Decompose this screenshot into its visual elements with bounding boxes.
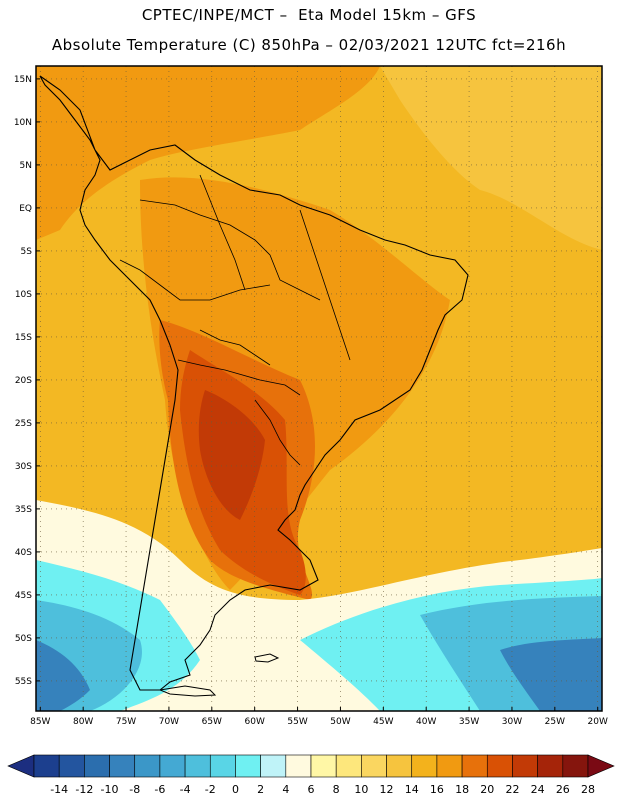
lat-tick-label: 10N bbox=[14, 118, 32, 128]
lon-tick-label: 35W bbox=[459, 717, 479, 727]
falkland-islands bbox=[254, 653, 280, 663]
colorbar-swatch bbox=[109, 754, 136, 778]
region-southern-ocean-deep bbox=[36, 638, 602, 711]
colorbar-under-arrow bbox=[7, 754, 35, 778]
region-atlantic-north bbox=[380, 66, 602, 250]
colorbar-label: -14 bbox=[50, 783, 68, 796]
colorbar-swatch bbox=[84, 754, 110, 778]
lat-tick-label: 20S bbox=[15, 376, 32, 386]
lat-tick-label: 15S bbox=[15, 333, 32, 343]
lon-tick-label: 75W bbox=[116, 717, 136, 727]
colorbar-label: 20 bbox=[480, 783, 494, 796]
region-southern-ocean bbox=[36, 596, 602, 711]
colorbar-swatch bbox=[260, 754, 287, 778]
colorbar-swatch bbox=[58, 754, 85, 778]
lon-tick-label: 55W bbox=[287, 717, 307, 727]
map-title-line1: CPTEC/INPE/MCT – Eta Model 15km – GFS bbox=[141, 6, 477, 24]
colorbar-swatch bbox=[486, 754, 513, 778]
colorbar-label: -10 bbox=[101, 783, 119, 796]
colorbar-label: 28 bbox=[581, 783, 595, 796]
lat-tick-label: 45S bbox=[15, 591, 32, 601]
colorbar-swatch bbox=[335, 754, 362, 778]
colorbar-swatch bbox=[285, 754, 312, 778]
latitude-axis: 15N 10N 5N EQ 5S 10S 15S 20S 25S 30S 35S 40S 45S 50S 5… bbox=[14, 75, 40, 687]
colorbar-label: 16 bbox=[430, 783, 444, 796]
temperature-field bbox=[36, 66, 602, 711]
colorbar-swatch bbox=[235, 754, 261, 778]
lat-tick-label: 30S bbox=[15, 462, 32, 472]
colorbar-swatch bbox=[537, 754, 564, 778]
lon-tick-label: 65W bbox=[202, 717, 222, 727]
lat-tick-label: 5S bbox=[21, 247, 33, 257]
colorbar-swatch bbox=[209, 754, 236, 778]
map-title-line2: Absolute Temperature (C) 850hPa – 02/03/… bbox=[51, 36, 567, 54]
colorbar-swatch bbox=[361, 754, 387, 778]
colorbar-swatch bbox=[33, 754, 60, 778]
colorbar-swatch bbox=[461, 754, 488, 778]
tierra-del-fuego bbox=[158, 685, 217, 697]
lat-tick-label: 40S bbox=[15, 548, 32, 558]
lat-tick-label: 10S bbox=[15, 290, 32, 300]
plot-frame bbox=[35, 65, 603, 712]
lat-tick-label: 55S bbox=[15, 677, 32, 687]
colorbar-label: 10 bbox=[354, 783, 368, 796]
lat-tick-label: 15N bbox=[14, 75, 32, 85]
colorbar-label: 26 bbox=[556, 783, 570, 796]
colorbar-swatch bbox=[184, 754, 211, 778]
colorbar-label: -6 bbox=[154, 783, 165, 796]
colorbar-label: 22 bbox=[505, 783, 519, 796]
lon-tick-label: 45W bbox=[373, 717, 393, 727]
lat-tick-label: 25S bbox=[15, 419, 32, 429]
colorbar-label: 14 bbox=[405, 783, 419, 796]
region-argentina-core bbox=[198, 390, 265, 520]
lat-tick-label: 35S bbox=[15, 505, 32, 515]
colorbar-swatch bbox=[562, 754, 589, 778]
lat-tick-label: 50S bbox=[15, 634, 32, 644]
colorbar-label: 4 bbox=[282, 783, 289, 796]
lon-tick-label: 60W bbox=[245, 717, 265, 727]
colorbar-label: -4 bbox=[180, 783, 191, 796]
lat-tick-label: EQ bbox=[19, 204, 32, 214]
colorbar-swatch bbox=[436, 754, 463, 778]
lon-tick-label: 25W bbox=[545, 717, 565, 727]
colorbar-swatch bbox=[134, 754, 161, 778]
lon-tick-label: 70W bbox=[159, 717, 179, 727]
colorbar-label: -12 bbox=[75, 783, 93, 796]
colorbar-label: 0 bbox=[232, 783, 239, 796]
lon-tick-label: 85W bbox=[30, 717, 50, 727]
colorbar-label: 8 bbox=[333, 783, 340, 796]
colorbar-swatch bbox=[411, 754, 438, 778]
colorbar: -14 -12 -10 -8 -6 -4 -2 0 2 4 6 8 10 12 14 16 18 20 22 24 26… bbox=[7, 754, 615, 796]
colorbar-label: -2 bbox=[205, 783, 216, 796]
region-caribbean-warm bbox=[36, 66, 380, 240]
lon-tick-label: 50W bbox=[330, 717, 350, 727]
colorbar-label: 6 bbox=[308, 783, 315, 796]
lon-tick-label: 30W bbox=[502, 717, 522, 727]
colorbar-label: 24 bbox=[531, 783, 545, 796]
colorbar-label: 12 bbox=[380, 783, 394, 796]
south-america-coastline bbox=[39, 75, 469, 691]
colorbar-over-arrow bbox=[587, 754, 615, 778]
lon-tick-label: 80W bbox=[73, 717, 93, 727]
colorbar-swatch bbox=[512, 754, 538, 778]
colorbar-label: 18 bbox=[455, 783, 469, 796]
lat-tick-label: 5N bbox=[20, 161, 32, 171]
colorbar-swatch bbox=[159, 754, 186, 778]
longitude-axis: 85W 80W 75W 70W 65W 60W 55W 50W 45W 40W 35W 30W 25W 2… bbox=[30, 707, 608, 727]
lon-tick-label: 20W bbox=[588, 717, 608, 727]
colorbar-swatch bbox=[386, 754, 413, 778]
colorbar-swatch bbox=[310, 754, 337, 778]
country-borders bbox=[119, 174, 351, 466]
colorbar-label: -8 bbox=[129, 783, 140, 796]
colorbar-label: 2 bbox=[257, 783, 264, 796]
lon-tick-label: 40W bbox=[416, 717, 436, 727]
